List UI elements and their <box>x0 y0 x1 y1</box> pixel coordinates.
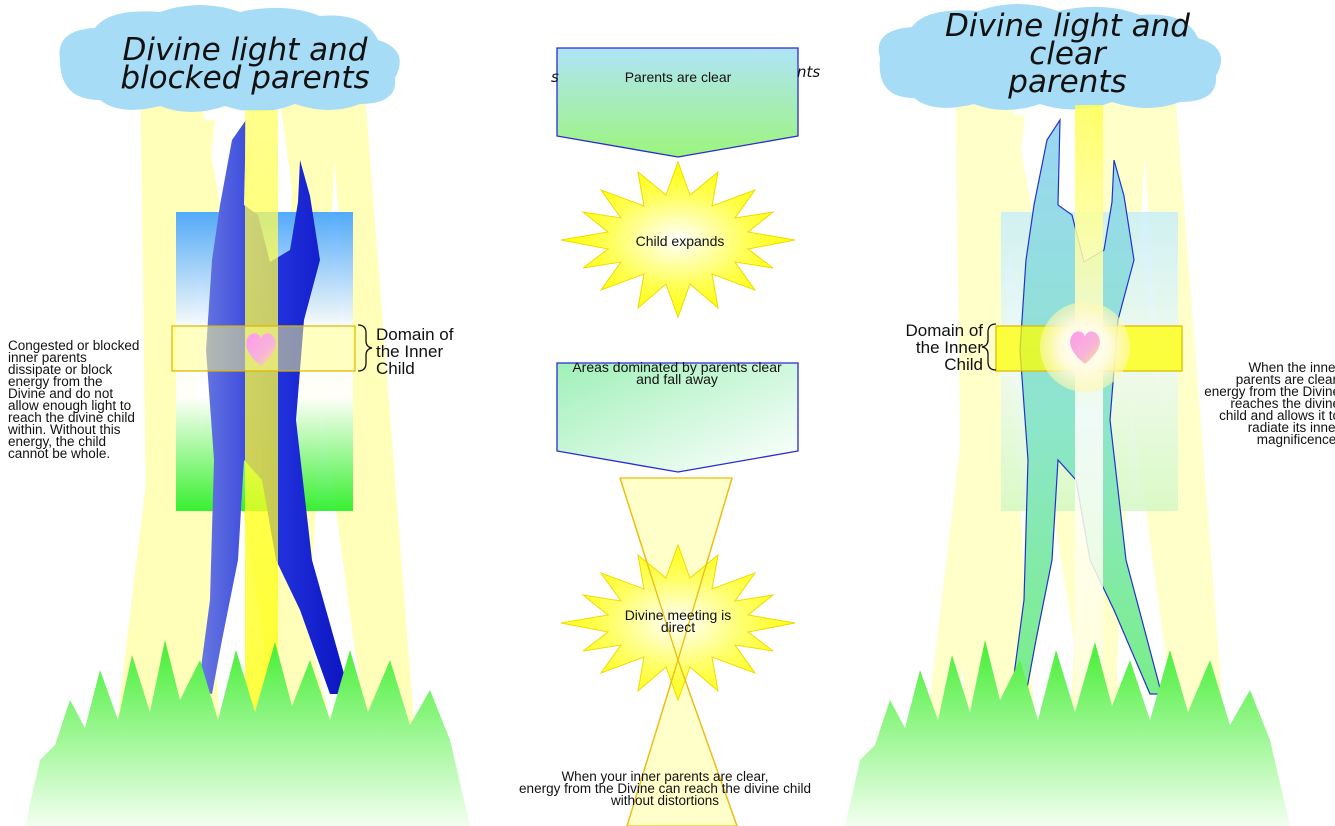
left-figure-panel <box>25 5 470 826</box>
domain-label-line: the Inner <box>376 342 444 361</box>
left-text-line: cannot be whole. <box>8 446 111 461</box>
right-domain-label: Domain of the Inner Child <box>888 322 983 373</box>
left-grass <box>25 640 470 826</box>
step-child-expands-star <box>560 160 796 319</box>
right-panel-title: Divine light and clear parents <box>905 8 1230 100</box>
right-grass <box>845 640 1290 826</box>
left-domain-brace <box>357 324 373 372</box>
right-cloud <box>878 4 1222 110</box>
left-title-line-1: Divine light and <box>122 32 368 68</box>
right-domain-brace <box>981 323 997 371</box>
step-divine-meeting-label: Divine meeting is direct <box>558 607 798 635</box>
right-explanation-text: When the inner parents are clear, energy… <box>1180 360 1335 447</box>
step3-line: Areas dominated by parents clear <box>572 359 782 375</box>
step4-line: direct <box>660 619 696 635</box>
right-figure-panel <box>845 4 1290 826</box>
partial-heading-right: nts <box>797 63 821 81</box>
center-flow <box>556 47 799 826</box>
step-areas-fall-away-shape <box>556 362 799 473</box>
right-heart-icon <box>1070 331 1100 364</box>
hourglass-overlay-line-right <box>677 477 733 661</box>
left-text-line: inner parents <box>8 350 87 365</box>
domain-label-line: Child <box>376 359 415 378</box>
step-divine-meeting-star <box>560 543 796 702</box>
left-text-line: energy from the <box>8 374 103 389</box>
step4-line: Divine meeting is <box>624 607 732 623</box>
right-text-line: radiate its inner <box>1247 420 1335 435</box>
left-domain-label: Domain of the Inner Child <box>376 326 453 377</box>
left-cloud <box>59 5 400 112</box>
right-light-pillar <box>1075 105 1103 720</box>
bottom-caption-line: energy from the Divine can reach the div… <box>519 781 811 796</box>
left-text-line: Congested or blocked <box>8 338 140 353</box>
left-light-pillar <box>245 110 278 720</box>
domain-label-line: Domain of <box>905 321 983 340</box>
bottom-caption: When your inner parents are clear, energ… <box>475 769 855 808</box>
step-parents-clear-shape <box>556 47 799 158</box>
right-text-line: parents are clear, <box>1235 372 1335 387</box>
left-text-line: within. Without this <box>8 422 121 437</box>
domain-label-line: the Inner <box>915 338 983 357</box>
bottom-caption-line: without distortions <box>610 793 720 808</box>
left-text-line: Divine and do not <box>8 386 114 401</box>
hourglass-overlay-line-bottom <box>677 659 738 826</box>
left-text-line: allow enough light to <box>8 398 132 413</box>
left-explanation-text: Congested or blocked inner parents dissi… <box>8 338 170 461</box>
partial-heading-left: s <box>551 68 559 86</box>
right-title-line-1: Divine light and clear <box>945 8 1190 72</box>
step-parents-clear-label: Parents are clear <box>624 69 732 85</box>
left-title-line-2: blocked parents <box>120 60 370 96</box>
right-text-line: magnificence. <box>1256 432 1335 447</box>
bottom-caption-line: When your inner parents are clear, <box>561 769 769 784</box>
right-text-line: When the inner <box>1248 360 1335 375</box>
right-text-line: reaches the divine <box>1230 396 1335 411</box>
right-title-line-2: parents <box>1008 64 1127 100</box>
step-areas-fall-away-label: Areas dominated by parents clear and fal… <box>548 359 806 387</box>
left-text-line: reach the divine child <box>8 410 135 425</box>
step3-line: and fall away <box>636 371 718 387</box>
step-child-expands-label: Child expands <box>635 233 725 249</box>
domain-label-line: Domain of <box>376 325 454 344</box>
left-text-line: dissipate or block <box>8 362 113 377</box>
right-text-line: energy from the Divine <box>1204 384 1335 399</box>
left-panel-title: Divine light and blocked parents <box>100 32 390 96</box>
right-text-line: child and allows it to <box>1219 408 1335 423</box>
domain-label-line: Child <box>944 355 983 374</box>
left-heart-icon <box>246 333 276 366</box>
left-text-line: energy, the child <box>8 434 107 449</box>
